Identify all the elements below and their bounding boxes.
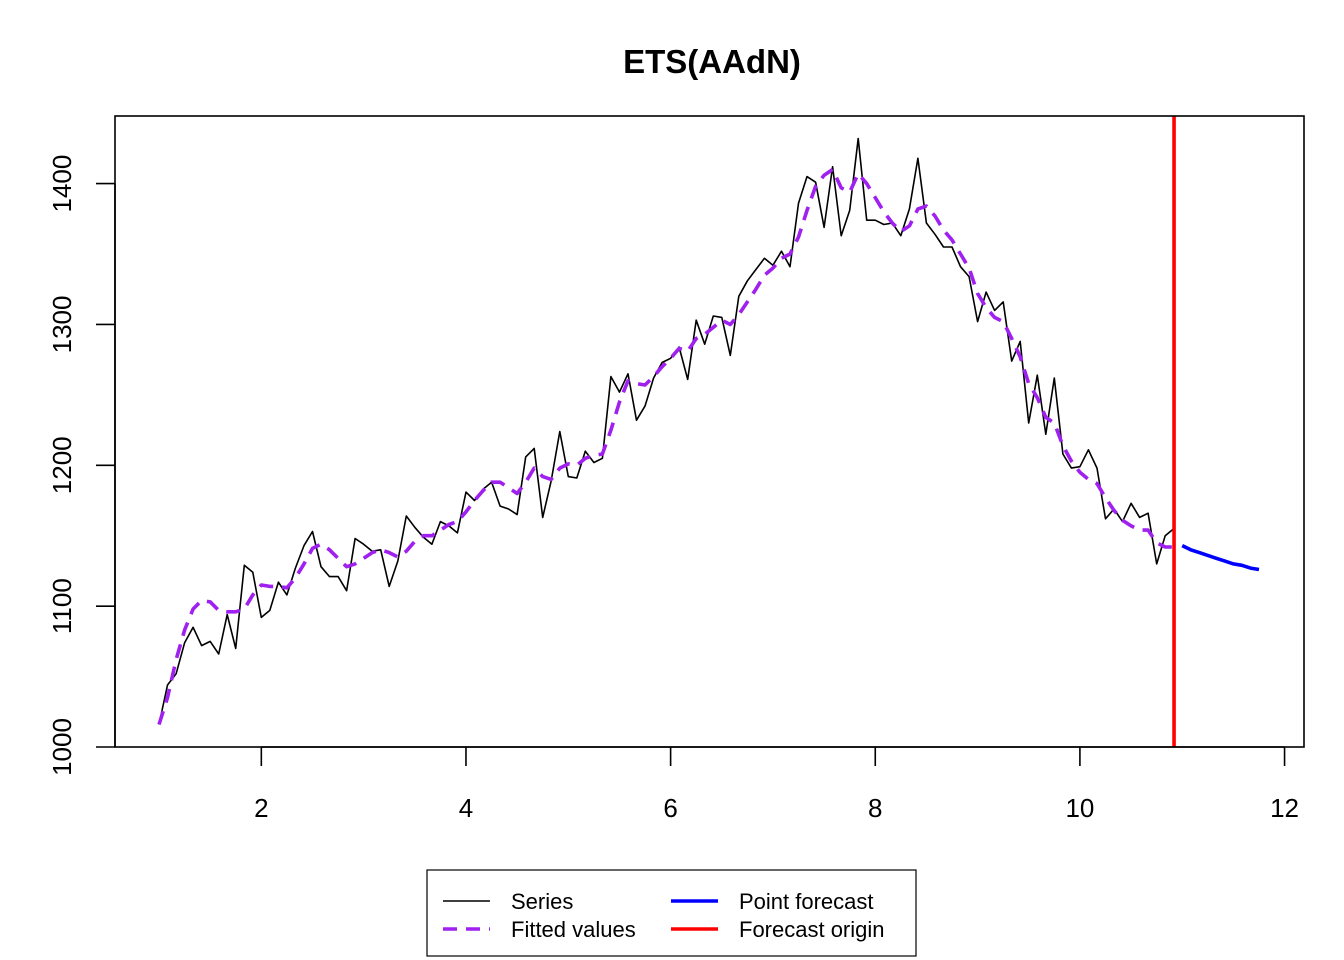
y-tick-label: 1200 <box>47 436 77 494</box>
series-line-fitted-values <box>157 167 1174 726</box>
legend-label-forecast-origin: Forecast origin <box>739 917 885 942</box>
x-tick-label: 10 <box>1065 793 1094 823</box>
legend-label-point-forecast: Point forecast <box>739 889 874 914</box>
legend-label-fitted-values: Fitted values <box>511 917 636 942</box>
legend: Series Fitted values Point forecast Forecas… <box>426 869 917 957</box>
plot-area <box>157 116 1260 747</box>
y-tick-label: 1400 <box>47 155 77 213</box>
y-tick-label: 1300 <box>47 296 77 354</box>
x-tick-label: 12 <box>1270 793 1299 823</box>
legend-box <box>426 869 917 957</box>
x-tick-label: 6 <box>663 793 677 823</box>
axes: 2 4 6 8 10 12 1000 1100 1200 1300 1400 <box>47 155 1299 823</box>
legend-label-series: Series <box>511 889 573 914</box>
x-tick-label: 8 <box>868 793 882 823</box>
plot-frame <box>114 115 1305 748</box>
y-tick-label: 1000 <box>47 718 77 776</box>
series-line-series <box>158 137 1175 725</box>
x-tick-label: 2 <box>254 793 268 823</box>
y-tick-label: 1100 <box>47 578 77 634</box>
chart-title: ETS(AAdN) <box>623 43 801 80</box>
series-line-point-forecast <box>1181 543 1260 572</box>
x-tick-label: 4 <box>459 793 473 823</box>
